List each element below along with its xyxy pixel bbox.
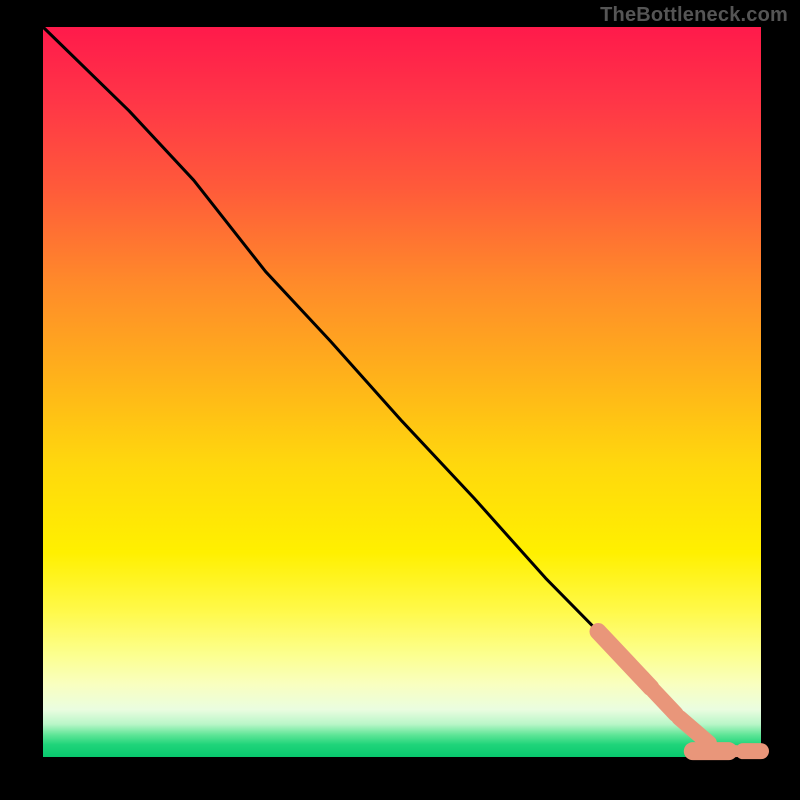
marker-hcapsule-7 [735,743,769,759]
plot-gradient [43,27,761,757]
attribution-text: TheBottleneck.com [600,4,788,27]
marker-dot-3-0 [665,702,675,712]
chart-container: TheBottleneck.com [0,0,800,800]
chart-svg [0,0,800,800]
marker-dot-1-0 [636,670,650,684]
marker-hcapsule-5 [684,742,738,760]
